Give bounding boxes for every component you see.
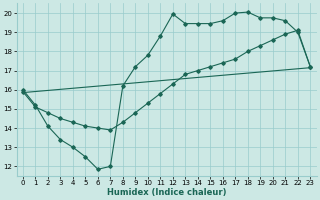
X-axis label: Humidex (Indice chaleur): Humidex (Indice chaleur)	[107, 188, 226, 197]
